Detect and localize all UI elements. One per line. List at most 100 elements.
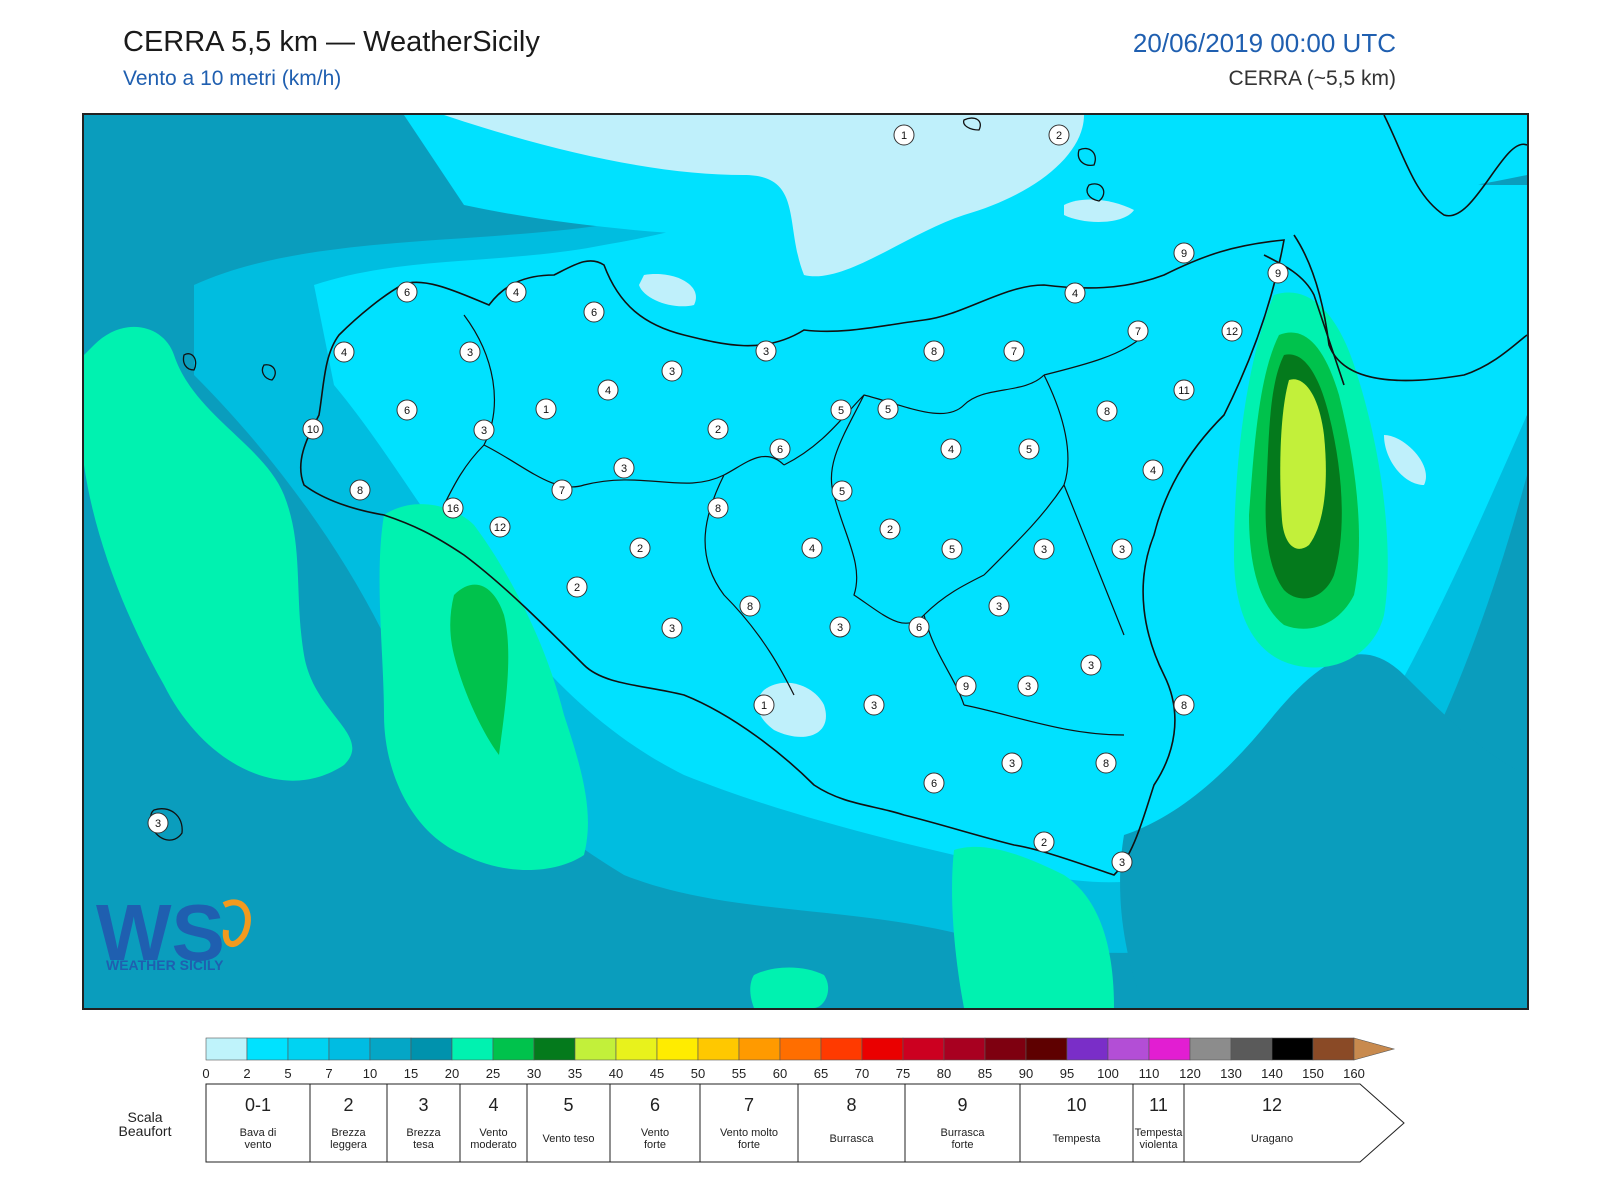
wind-label-circle	[879, 518, 901, 540]
wind-label-circle	[1048, 124, 1070, 146]
beaufort-scale-label: Scala Beaufort	[118, 1109, 172, 1139]
wind-label-circle	[1173, 242, 1195, 264]
wind-label-value: 3	[669, 366, 675, 378]
calm-zone-islands	[1064, 199, 1134, 222]
logo-swoosh-icon	[222, 899, 251, 947]
beaufort-name: Tempesta	[1053, 1133, 1102, 1145]
wind-colorbar: 0 2 5 7 10 15 20 25 30 35 40 45 50 55 60 65 70 75 80 85 90 95…	[202, 1037, 1396, 1081]
beaufort-name: Vento molto	[720, 1127, 778, 1139]
wind-label-value: 6	[404, 405, 410, 417]
colorbar-segment	[574, 1037, 617, 1061]
wind-label-circle	[1173, 379, 1195, 401]
beaufort-name: Vento teso	[543, 1133, 595, 1145]
wind-label-value: 6	[931, 778, 937, 790]
wind-label-circle	[753, 694, 775, 716]
colorbar-tick: 20	[445, 1066, 459, 1081]
colorbar-tick: 120	[1179, 1066, 1201, 1081]
colorbar-segment	[615, 1037, 658, 1061]
wind-label-value: 9	[1275, 268, 1281, 280]
beaufort-cell	[526, 1083, 611, 1163]
colorbar-arrow-icon	[1353, 1037, 1396, 1061]
colorbar-tick: 130	[1220, 1066, 1242, 1081]
colorbar-segment	[1107, 1037, 1150, 1061]
wind-label-circle	[566, 576, 588, 598]
wind-label-circle	[707, 497, 729, 519]
wind-label-circle	[988, 595, 1010, 617]
beaufort-number: 7	[744, 1095, 754, 1115]
wind-label-value: 3	[996, 601, 1002, 613]
colorbar-segment	[246, 1037, 289, 1061]
wind-zone-green-south	[952, 846, 1114, 1008]
calabria-coastline	[1293, 115, 1527, 382]
wind-label-value: 4	[948, 444, 954, 456]
wind-label-circle	[442, 497, 464, 519]
wind-label-value: 4	[341, 347, 347, 359]
colorbar-segment	[205, 1037, 248, 1061]
colorbar-segment	[1271, 1037, 1314, 1061]
wind-label-value: 8	[1103, 758, 1109, 770]
wind-label-circle	[1267, 262, 1289, 284]
wind-label-circle	[1080, 654, 1102, 676]
wind-label-circle	[1003, 340, 1025, 362]
beaufort-cell	[699, 1083, 799, 1163]
calm-zone-north	[444, 115, 1084, 277]
wind-label-circle	[349, 479, 371, 501]
wind-label-circle	[396, 281, 418, 303]
wind-label-circle	[801, 537, 823, 559]
beaufort-name: Vento	[479, 1127, 507, 1139]
wind-label-circle	[1127, 320, 1149, 342]
colorbar-tick: 55	[732, 1066, 746, 1081]
colorbar-segment	[1066, 1037, 1109, 1061]
island-aeolian-3	[1086, 183, 1105, 202]
beaufort-number: 2	[343, 1095, 353, 1115]
colorbar-segment	[697, 1037, 740, 1061]
wind-label-circle	[583, 301, 605, 323]
wind-label-circle	[629, 537, 651, 559]
colorbar-tick: 100	[1097, 1066, 1119, 1081]
wind-label-circle	[661, 360, 683, 382]
wind-zone-dark-se	[1120, 654, 1527, 1008]
wind-label-circle	[1033, 831, 1055, 853]
wind-label-circle	[661, 617, 683, 639]
colorbar-segment	[533, 1037, 576, 1061]
wind-label-circle	[1018, 438, 1040, 460]
beaufort-name: violenta	[1140, 1139, 1179, 1151]
wind-label-circle	[473, 419, 495, 441]
wind-label-circle	[1142, 459, 1164, 481]
wind-label-circle	[613, 457, 635, 479]
colorbar-tick: 90	[1019, 1066, 1033, 1081]
beaufort-name: leggera	[330, 1139, 368, 1151]
wind-label-circle	[829, 616, 851, 638]
colorbar-tick: 75	[896, 1066, 910, 1081]
beaufort-number: 0-1	[245, 1095, 271, 1115]
calm-zone-b	[1384, 435, 1426, 485]
wind-label-circle	[908, 616, 930, 638]
wind-label-circle	[551, 479, 573, 501]
calm-zone-a	[639, 274, 696, 307]
wind-label-value: 3	[1119, 857, 1125, 869]
island-aeolian-2	[1077, 147, 1096, 166]
beaufort-cell	[904, 1083, 1021, 1163]
wind-label-circle	[1095, 752, 1117, 774]
wind-label-circle	[1096, 400, 1118, 422]
colorbar-segment	[656, 1037, 699, 1061]
wind-label-value: 4	[1072, 288, 1078, 300]
colorbar-tick: 95	[1060, 1066, 1074, 1081]
wind-label-value: 4	[1150, 465, 1156, 477]
beaufort-number: 5	[563, 1095, 573, 1115]
wind-label-value: 3	[1119, 544, 1125, 556]
wind-label-circle	[877, 398, 899, 420]
colorbar-tick: 85	[978, 1066, 992, 1081]
wind-label-value: 7	[559, 485, 565, 497]
beaufort-name: Brezza	[406, 1127, 441, 1139]
wind-label-circle	[1111, 851, 1133, 873]
wind-label-value: 5	[838, 405, 844, 417]
wind-label-value: 7	[1011, 346, 1017, 358]
wind-label-value: 9	[1181, 248, 1187, 260]
wind-zone-strongest	[1280, 379, 1326, 549]
colorbar-tick: 30	[527, 1066, 541, 1081]
beaufort-number: 3	[418, 1095, 428, 1115]
wind-label-circle	[755, 340, 777, 362]
wind-label-value: 4	[605, 385, 611, 397]
wind-map[interactable]: 1 2 9 9 6 4 6 4 3 3 3 12 7 8 7 4 11 6 1 4 10 2 3 4 5 6 5 4 5 8 5 7 3 8 16 1…	[82, 113, 1529, 1010]
